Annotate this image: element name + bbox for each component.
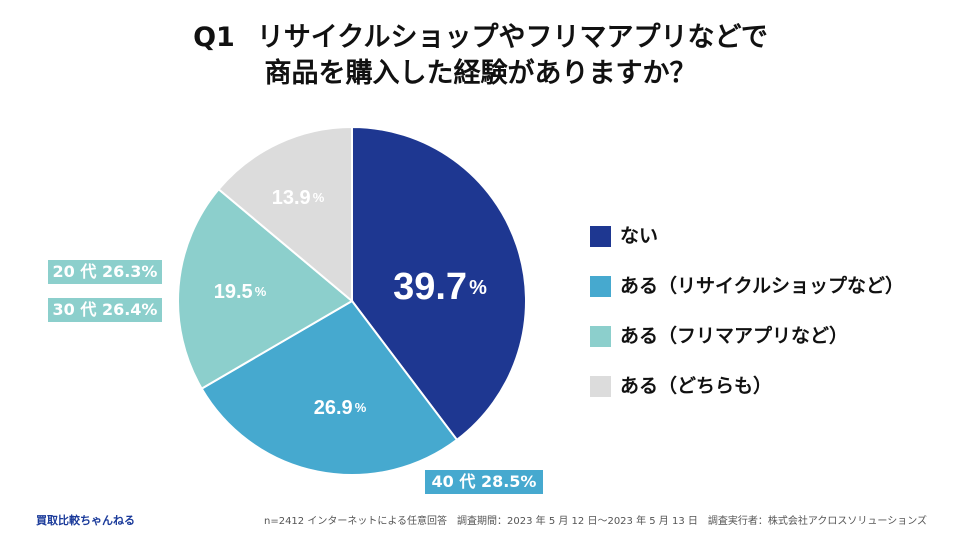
legend-label: ない <box>620 225 659 247</box>
legend-swatch <box>590 326 611 347</box>
legend-swatch <box>590 376 611 397</box>
callout-40s: 40 代 28.5% <box>425 470 543 494</box>
question-text-1: リサイクルショップやフリマアプリなどで <box>256 22 768 53</box>
callout-20s: 20 代 26.3% <box>48 260 162 284</box>
pie-slice-1 <box>200 299 459 476</box>
brand-logo-text: 買取比較ちゃんねる <box>36 514 135 527</box>
question-number: Q1 <box>193 22 235 53</box>
slice-value-label: 26.9% <box>314 397 367 419</box>
pie-slice-2 <box>177 187 354 390</box>
slice-value-label: 13.9% <box>272 187 325 209</box>
legend-label: ある（リサイクルショップなど） <box>620 275 905 297</box>
legend-swatch <box>590 276 611 297</box>
legend-label: ある（どちらも） <box>620 375 773 397</box>
question-text-2: 商品を購入した経験がありますか？ <box>264 58 697 89</box>
chart-title-line-1: Q1 リサイクルショップやフリマアプリなどで <box>0 20 961 56</box>
pie-slice-0 <box>351 125 527 442</box>
survey-note: n=2412 インターネットによる任意回答 調査期間：2023 年 5 月 12… <box>263 516 927 527</box>
legend-label: ある（フリマアプリなど） <box>620 325 849 347</box>
callout-30s: 30 代 26.4% <box>48 298 162 322</box>
pie-slice-3 <box>217 125 353 304</box>
slice-value-label: 39.7% <box>393 266 487 308</box>
chart-title: Q1 リサイクルショップやフリマアプリなどで 商品を購入した経験がありますか？ <box>0 20 961 92</box>
slice-value-label: 19.5% <box>214 281 267 303</box>
legend-swatch <box>590 226 611 247</box>
